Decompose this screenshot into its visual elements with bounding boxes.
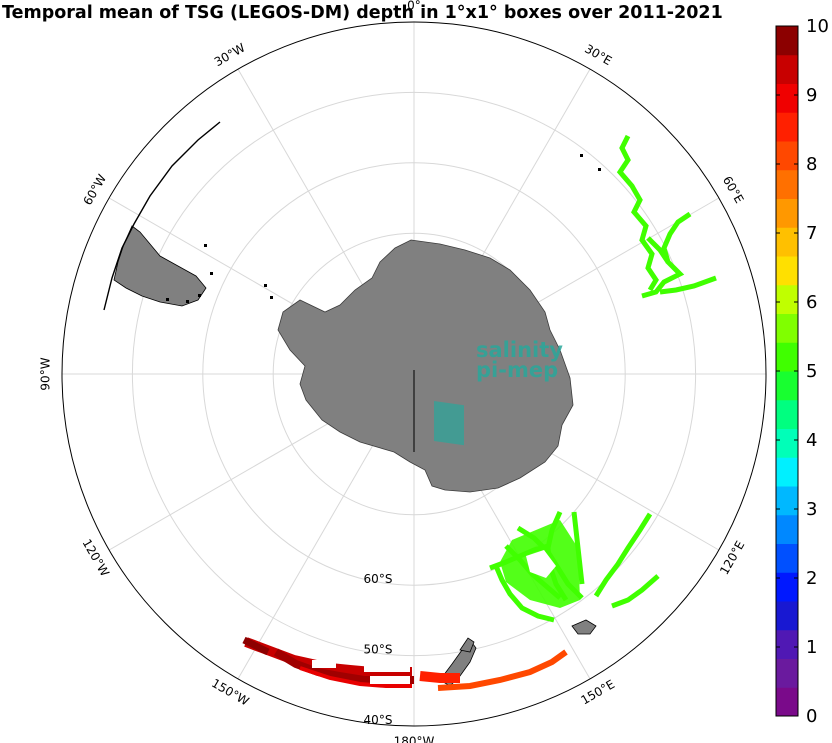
longitude-label: 120°W	[79, 537, 112, 579]
latitude-label: 40°S	[364, 713, 393, 727]
island	[598, 168, 601, 171]
colorbar-swatch	[776, 687, 798, 717]
colorbar-swatch	[776, 284, 798, 314]
colorbar-tick-label: 1	[806, 637, 817, 658]
graticule	[62, 22, 766, 726]
colorbar-swatch	[776, 572, 798, 602]
colorbar-swatch	[776, 428, 798, 458]
colorbar-tick-label: 4	[806, 430, 817, 451]
data-cell-track	[616, 134, 659, 292]
meridian-line	[237, 434, 380, 680]
island	[166, 298, 169, 301]
island	[264, 284, 267, 287]
colorbar-tick-label: 3	[806, 499, 817, 520]
colorbar-tick-label: 7	[806, 223, 817, 244]
colorbar-tick-label: 6	[806, 292, 817, 313]
empty-area	[526, 550, 556, 578]
meridian-line	[237, 68, 380, 314]
map-title: Temporal mean of TSG (LEGOS-DM) depth in…	[2, 3, 723, 23]
island	[186, 300, 189, 303]
colorbar-swatch	[776, 54, 798, 84]
colorbar-swatch	[776, 371, 798, 401]
colorbar: 0 1 2 3 4 5 6 7 8 9 10	[775, 16, 829, 727]
longitude-label: 30°W	[212, 40, 248, 69]
empty-area	[370, 676, 410, 684]
colorbar-swatch	[776, 83, 798, 113]
colorbar-swatch	[776, 198, 798, 228]
colorbar-swatch	[776, 169, 798, 199]
colorbar-tick-label: 5	[806, 361, 817, 382]
colorbar-swatch	[776, 141, 798, 171]
colorbar-tick-label: 2	[806, 568, 817, 589]
island	[580, 154, 583, 157]
empty-area	[312, 660, 336, 668]
data-cell-track	[437, 649, 568, 691]
data-cell-track	[493, 565, 555, 623]
land-layer	[103, 121, 601, 687]
island	[210, 272, 213, 275]
logo-line2: pi-mep	[476, 358, 558, 382]
colorbar-swatch	[776, 313, 798, 343]
island	[198, 294, 201, 297]
colorbar-swatch	[776, 601, 798, 631]
antarctica	[277, 239, 574, 493]
map-frame	[61, 21, 767, 727]
new-zealand-north	[459, 637, 475, 653]
colorbar-swatch	[776, 227, 798, 257]
colorbar-swatch	[776, 514, 798, 544]
longitude-label: 60°E	[720, 174, 747, 206]
colorbar-swatch	[776, 256, 798, 286]
empty-area	[364, 664, 410, 672]
longitude-label: 180°W	[394, 735, 435, 743]
colorbar-swatch	[776, 112, 798, 142]
south-america-coastline	[103, 121, 221, 311]
colorbar-swatch	[776, 543, 798, 573]
island	[270, 296, 273, 299]
logo-line1: salinity	[476, 338, 563, 362]
data-cells	[242, 134, 717, 691]
colorbar-tick-label: 9	[806, 85, 817, 106]
data-cell-track	[242, 636, 270, 656]
longitude-label: 90°W	[39, 357, 53, 390]
colorbar-swatch	[776, 342, 798, 372]
longitude-label: 0°	[407, 0, 421, 13]
longitude-label: 150°W	[209, 676, 251, 709]
data-cell-track	[593, 512, 653, 598]
data-cell-track	[659, 275, 717, 295]
longitude-label: 60°W	[81, 172, 110, 208]
tasmania	[571, 619, 597, 635]
longitude-label: 30°E	[582, 42, 614, 69]
data-cell-track	[419, 671, 460, 683]
colorbar-tick-label: 0	[806, 706, 817, 727]
data-cell-track	[611, 574, 660, 609]
latitude-label: 60°S	[364, 572, 393, 586]
south-america	[113, 225, 207, 307]
meridian-line	[108, 408, 354, 551]
colorbar-swatch	[776, 658, 798, 688]
colorbar-swatch	[776, 486, 798, 516]
latitude-label: 50°S	[364, 643, 393, 657]
logo-mark	[434, 400, 464, 446]
colorbar-tick-label: 10	[806, 16, 829, 37]
data-cell-track	[646, 236, 671, 264]
colorbar-tick-label: 8	[806, 154, 817, 175]
latitude-labels: 60°S 50°S 40°S	[364, 572, 393, 727]
colorbar-swatch	[776, 457, 798, 487]
colorbar-swatch	[776, 629, 798, 659]
island	[204, 244, 207, 247]
data-cell-track	[299, 666, 412, 688]
colorbar-swatch	[776, 399, 798, 429]
colorbar-swatch	[776, 26, 798, 56]
